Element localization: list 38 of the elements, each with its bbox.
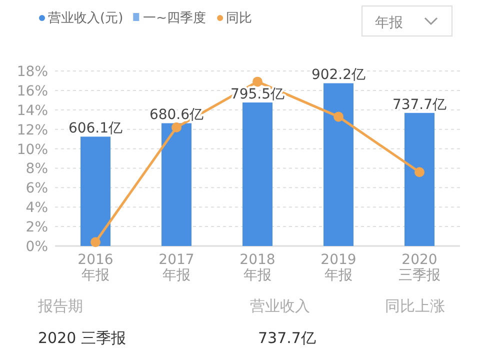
legend-label: 营业收入(元) xyxy=(48,11,124,26)
x-tick-label: 2016 年报 xyxy=(78,252,114,284)
data-label: 606.1亿 xyxy=(68,120,123,137)
bar xyxy=(242,102,272,246)
y-tick-label: 8% xyxy=(26,161,48,178)
x-tick-label: 2018 年报 xyxy=(240,252,276,284)
x-tick-label: 2020 三季报 xyxy=(398,252,440,284)
y-tick-label: 12% xyxy=(16,122,48,138)
bar xyxy=(404,112,434,246)
bar xyxy=(80,136,110,246)
data-label: 737.7亿 xyxy=(392,96,447,113)
point xyxy=(172,122,182,132)
y-tick-label: 10% xyxy=(16,142,48,158)
text: 2020 三季报 xyxy=(38,329,126,347)
y-tick-label: 4% xyxy=(26,200,48,216)
text: 报告期 xyxy=(37,297,83,315)
y-tick-label: 16% xyxy=(16,83,48,100)
y-tick-label: 6% xyxy=(26,180,48,197)
legend-label: 同比 xyxy=(226,11,252,26)
y-tick-label: 0% xyxy=(26,239,48,255)
y-tick-label: 18% xyxy=(16,64,48,80)
point xyxy=(90,237,100,248)
x-tick-label: 2019 年报 xyxy=(320,252,356,284)
point xyxy=(414,167,424,178)
data-label: 795.5亿 xyxy=(230,86,285,102)
x-tick-label: 2017 年报 xyxy=(158,252,194,284)
point xyxy=(252,76,262,87)
point xyxy=(334,112,344,122)
text: 737.7亿 xyxy=(258,329,316,347)
text: 年报 xyxy=(375,15,403,31)
y-tick-label: 14% xyxy=(16,102,48,119)
bar xyxy=(162,123,192,246)
data-label: 902.2亿 xyxy=(311,67,366,84)
y-tick-label: 2% xyxy=(26,220,48,236)
bar xyxy=(324,83,354,246)
text: 同比上涨 xyxy=(385,297,445,315)
text: 一~四季度 xyxy=(143,10,206,26)
text: 营业收入 xyxy=(250,297,310,315)
